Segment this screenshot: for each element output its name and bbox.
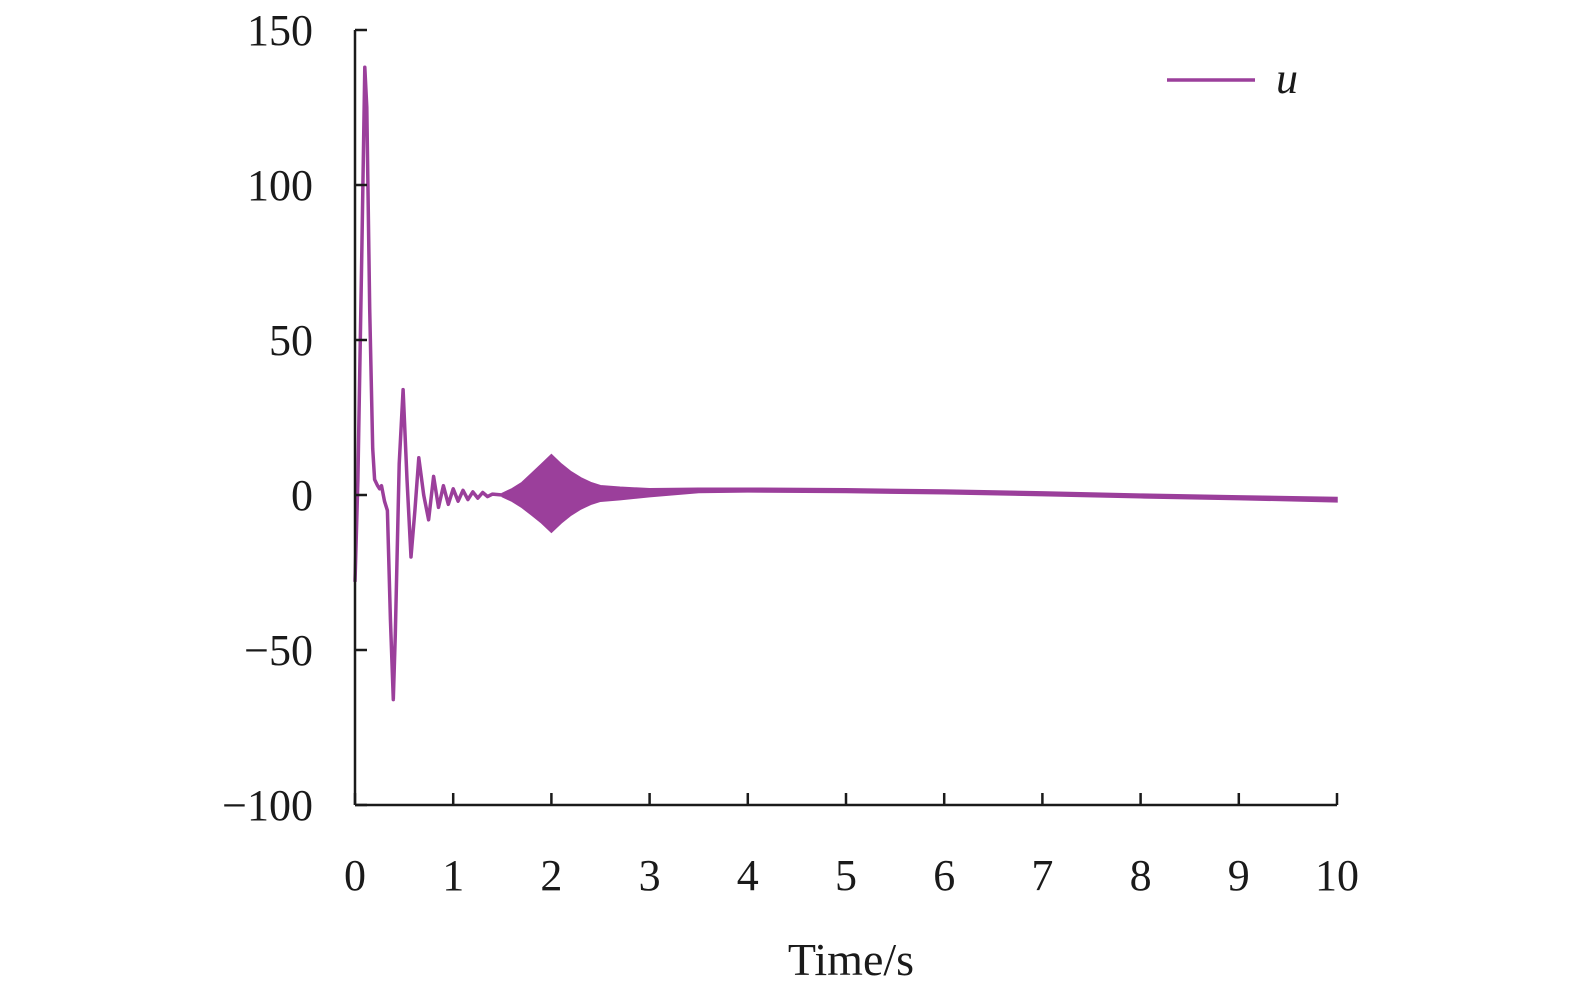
x-tick-label: 3 bbox=[639, 851, 661, 900]
y-tick-label: 100 bbox=[247, 161, 313, 210]
legend: u bbox=[1167, 54, 1298, 103]
x-tick-label: 10 bbox=[1315, 851, 1359, 900]
y-tick-label: −100 bbox=[222, 781, 313, 830]
x-tick-label: 8 bbox=[1130, 851, 1152, 900]
x-tick-label: 6 bbox=[933, 851, 955, 900]
x-tick-label: 0 bbox=[344, 851, 366, 900]
y-axis-ticks: 150 100 50 0 −50 −100 bbox=[222, 6, 367, 830]
y-tick-label: 0 bbox=[291, 471, 313, 520]
series-u-line bbox=[353, 65, 503, 702]
x-tick-label: 7 bbox=[1031, 851, 1053, 900]
x-tick-label: 9 bbox=[1228, 851, 1250, 900]
x-axis-ticks: 0 1 2 3 4 5 6 7 8 9 10 bbox=[344, 793, 1359, 900]
y-tick-label: 50 bbox=[269, 316, 313, 365]
y-tick-label: 150 bbox=[247, 6, 313, 55]
legend-label-u: u bbox=[1276, 54, 1298, 103]
x-tick-label: 5 bbox=[835, 851, 857, 900]
series-u-oscillation-band bbox=[501, 453, 1338, 534]
plot-area bbox=[353, 65, 1338, 702]
y-tick-label: −50 bbox=[244, 626, 313, 675]
x-axis-label: Time/s bbox=[788, 934, 914, 985]
x-tick-label: 2 bbox=[540, 851, 562, 900]
x-tick-label: 1 bbox=[442, 851, 464, 900]
x-tick-label: 4 bbox=[737, 851, 759, 900]
